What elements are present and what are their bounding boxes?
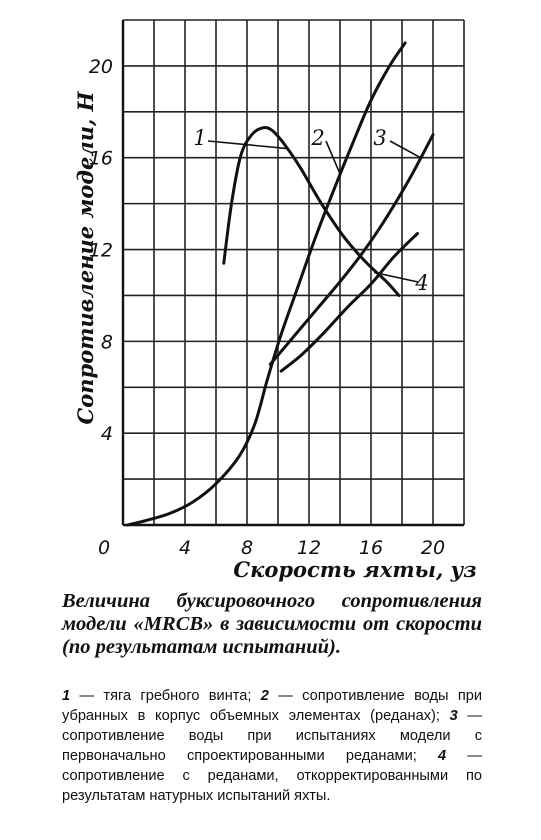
- curves: [126, 41, 435, 527]
- series-3-leader: [389, 140, 421, 159]
- series-2-label: 2: [310, 126, 324, 150]
- y-axis-title: Сопротивление модели, Н: [73, 90, 98, 424]
- legend-text-item: — сопротивление с реданами, откорректиро…: [62, 748, 482, 804]
- curve-labels: 1 2 3 4: [193, 126, 428, 295]
- axes: [121, 20, 464, 527]
- legend-number: 4: [438, 748, 447, 764]
- x-tick-label: 20: [421, 537, 445, 559]
- series-2-leader: [325, 140, 341, 175]
- y-tick-label: 16: [89, 148, 113, 170]
- series-3-line: [268, 133, 435, 366]
- y-tick-label: 4: [101, 423, 113, 445]
- x-tick-label: 12: [297, 537, 321, 559]
- series-3-label: 3: [373, 126, 386, 150]
- series-4-label: 4: [414, 271, 428, 295]
- x-tick-label: 0: [98, 537, 110, 559]
- series-1-label: 1: [193, 126, 206, 150]
- grid: [123, 19, 465, 525]
- legend-number: 1: [62, 688, 71, 704]
- series-2-line: [126, 41, 407, 527]
- figure-caption: Величина буксировочного сопротивления мо…: [62, 590, 482, 658]
- legend-number: 3: [449, 708, 458, 724]
- legend-text-item: — сопротивление воды при убранных в корп…: [62, 688, 482, 724]
- legend-text-item: — тяга гребного винта;: [70, 688, 261, 704]
- x-tick-label: 4: [179, 537, 191, 559]
- x-tick-label: 8: [241, 537, 253, 559]
- y-tick-label: 20: [89, 56, 113, 78]
- legend-text-item: — сопротивление воды при испытаниях моде…: [62, 708, 482, 764]
- legend-text: 1 — тяга гребного винта; 2 — сопротивлен…: [62, 686, 482, 806]
- legend-number: 2: [260, 688, 269, 704]
- series-1-line: [222, 126, 401, 297]
- x-axis-title: Скорость яхты, уз: [233, 557, 476, 582]
- x-tick-label: 16: [359, 537, 383, 559]
- series-4-leader: [373, 271, 419, 283]
- series-4-line: [279, 232, 419, 373]
- y-tick-label: 12: [89, 240, 113, 262]
- series-1-leader: [207, 140, 288, 150]
- y-tick-label: 8: [101, 331, 113, 353]
